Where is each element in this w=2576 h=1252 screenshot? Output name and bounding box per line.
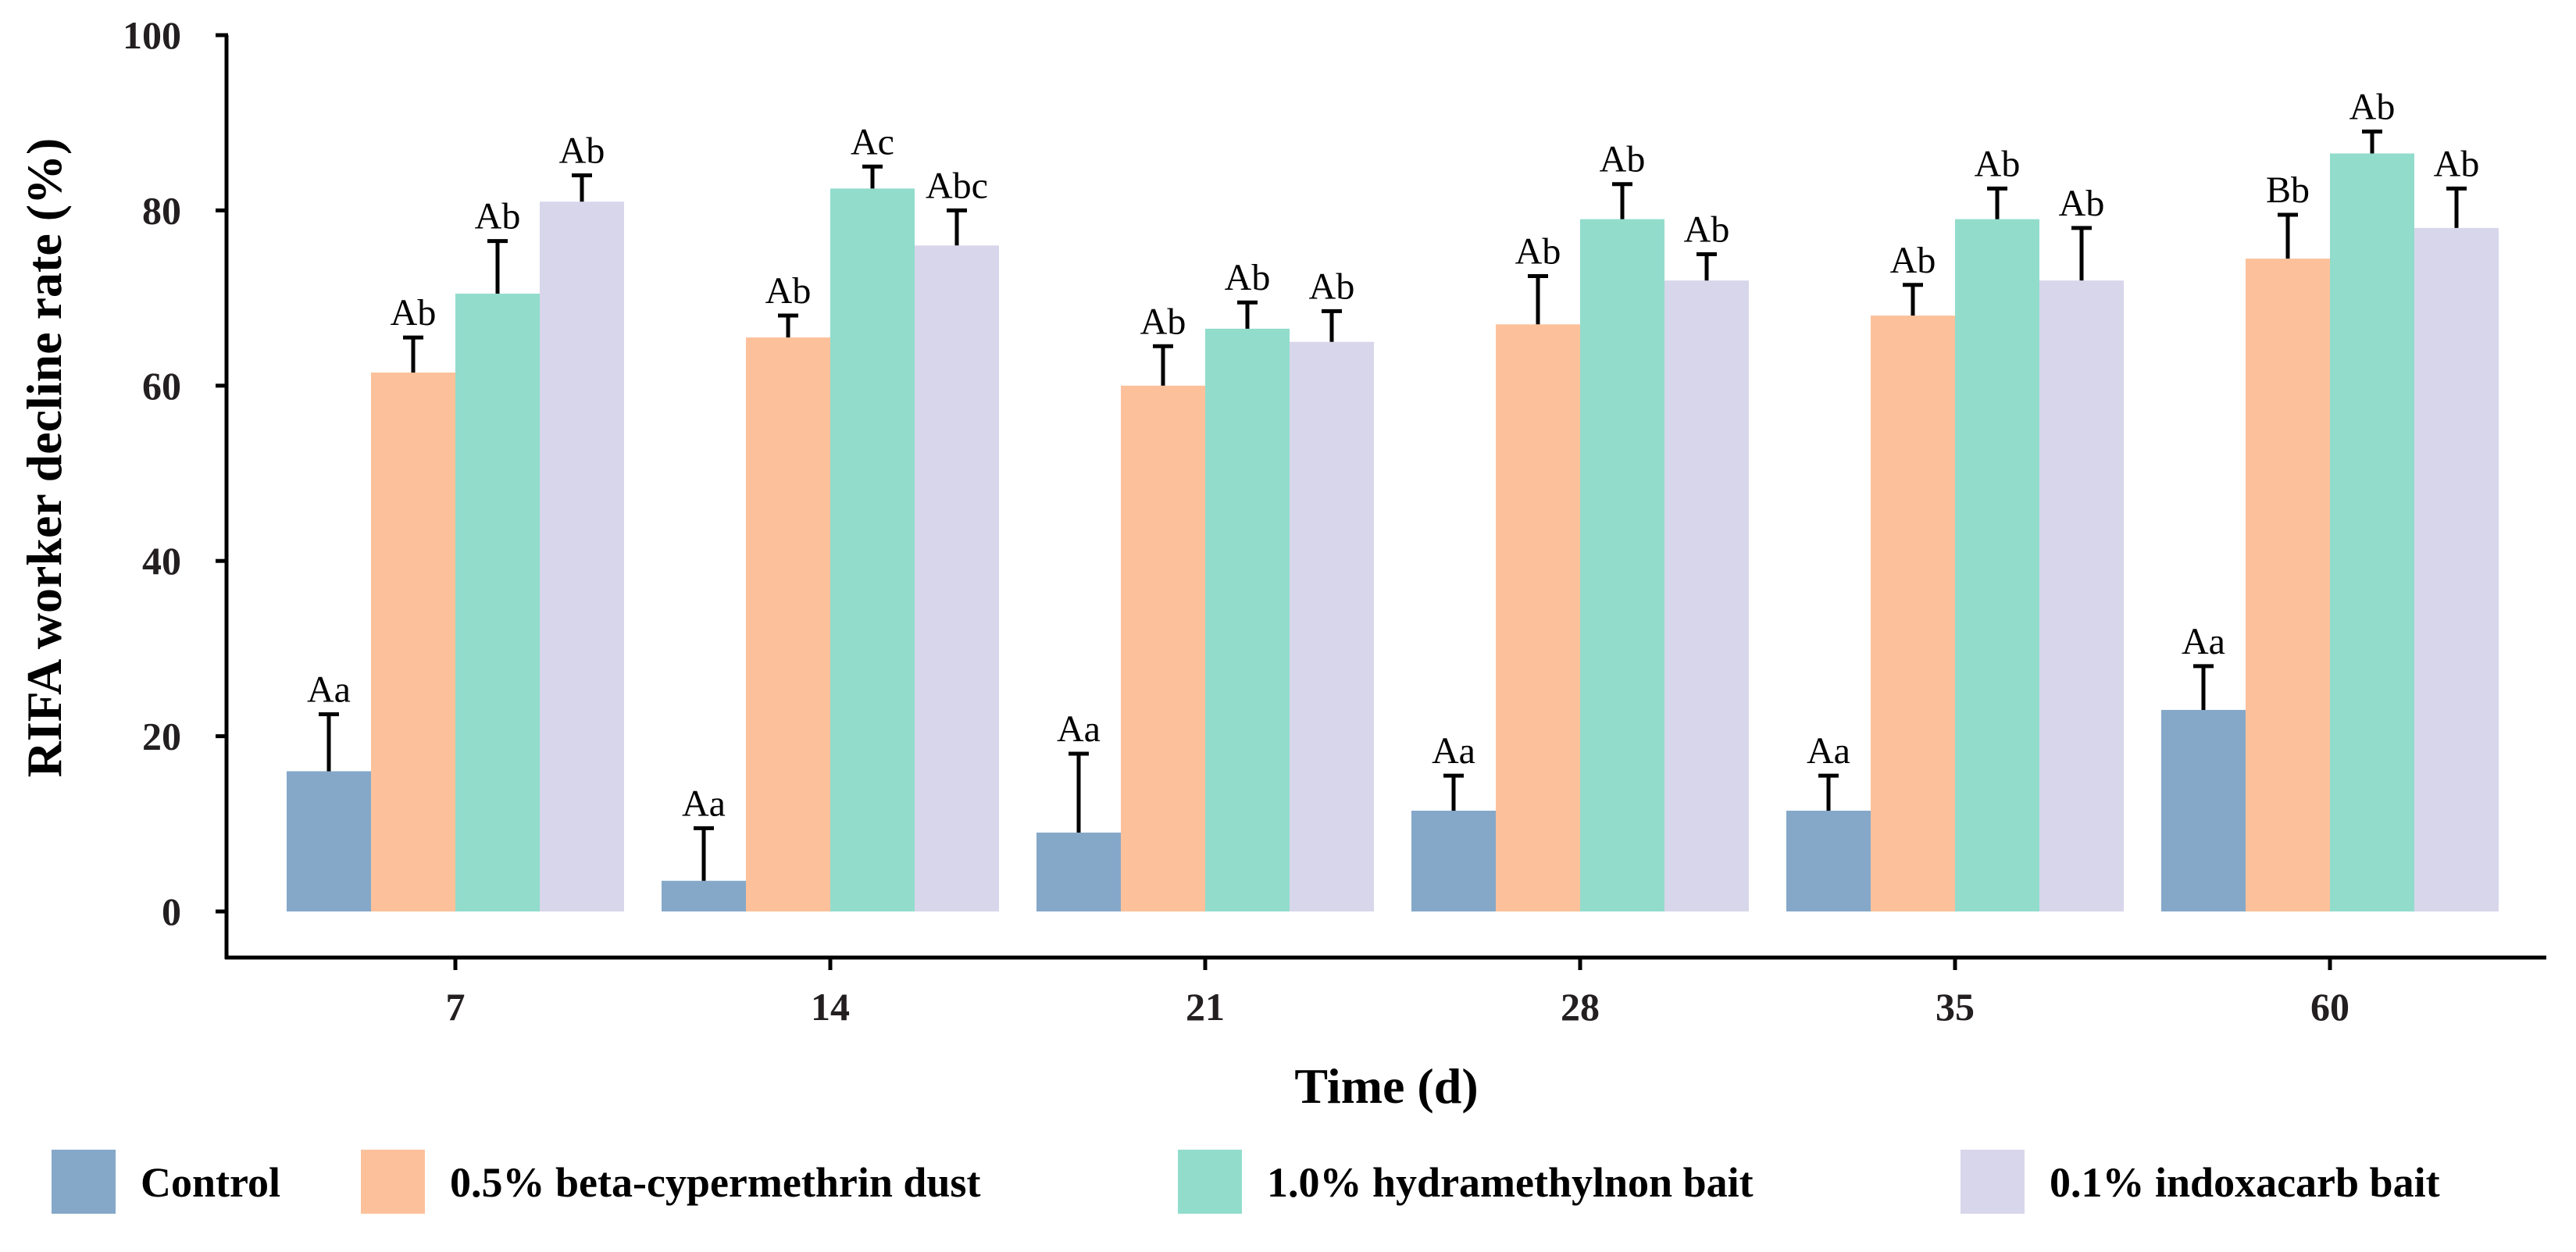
significance-label: Ab	[1890, 240, 1936, 281]
bar	[1664, 280, 1749, 911]
significance-label: Aa	[2182, 621, 2225, 662]
significance-label: Ab	[1225, 257, 1271, 298]
bars-group	[287, 153, 2499, 912]
bar	[1871, 316, 1955, 911]
significance-label: Aa	[307, 669, 351, 711]
significance-label: Bb	[2266, 169, 2310, 211]
bar	[1036, 833, 1121, 911]
significance-label: Ab	[2349, 86, 2396, 127]
significance-label: Abc	[926, 165, 988, 206]
significance-label: Aa	[1432, 730, 1475, 772]
legend-swatch	[1961, 1150, 2025, 1214]
bar	[287, 771, 371, 911]
bar	[662, 880, 746, 911]
y-ticks-group: 0 20 40 60 80 100	[123, 13, 228, 933]
x-axis-title: Time (d)	[1294, 1058, 1478, 1114]
axes-group	[224, 35, 2546, 960]
bar	[915, 245, 999, 911]
significance-label: Ab	[559, 130, 605, 172]
significance-label: Ab	[1140, 301, 1186, 342]
legend-label: 0.5% beta-cypermethrin dust	[450, 1159, 980, 1206]
significance-label: Ab	[475, 196, 521, 237]
bar	[1205, 328, 1290, 911]
significance-label: Ab	[1975, 143, 2021, 184]
x-tick-label: 28	[1561, 985, 1600, 1029]
bar	[455, 293, 540, 911]
y-axis-title: RIFA worker decline rate (%)	[16, 138, 72, 778]
legend: Control 0.5% beta-cypermethrin dust 1.0% h…	[52, 1150, 2440, 1214]
bar	[2246, 259, 2330, 911]
bar	[2330, 153, 2414, 912]
y-tick-label: 80	[142, 188, 181, 232]
bar	[830, 188, 915, 912]
legend-item: 0.5% beta-cypermethrin dust	[361, 1150, 980, 1214]
significance-label: Ab	[1309, 266, 1355, 307]
y-tick-label: 100	[123, 13, 181, 57]
x-tick-label: 7	[446, 985, 466, 1029]
x-tick-label: 21	[1186, 985, 1225, 1029]
significance-label: Ac	[851, 121, 894, 162]
significance-label: Ab	[391, 292, 437, 334]
legend-label: 1.0% hydramethylnon bait	[1267, 1159, 1754, 1206]
bar	[746, 337, 830, 912]
bar	[2161, 709, 2246, 911]
x-tick-label: 14	[811, 985, 850, 1029]
x-ticks-group: 7 14 21 28 35 60	[446, 958, 2349, 1029]
significance-labels-group: Aa Ab Ab Ab Aa Ab Ac Abc Aa Ab Ab Ab Aa Ab Ab Ab Aa Ab Ab A…	[307, 86, 2479, 824]
bar	[371, 372, 455, 912]
y-tick-label: 0	[162, 890, 181, 933]
significance-label: Aa	[1057, 708, 1101, 750]
bar	[2414, 227, 2499, 912]
bar	[1786, 810, 1871, 911]
legend-item: 1.0% hydramethylnon bait	[1178, 1150, 1754, 1214]
legend-item: Control	[52, 1150, 280, 1214]
x-tick-label: 35	[1936, 985, 1975, 1029]
bar	[1121, 385, 1205, 911]
significance-label: Aa	[682, 783, 726, 824]
y-tick-label: 20	[142, 715, 181, 758]
significance-label: Ab	[2059, 183, 2105, 224]
bar	[1411, 810, 1496, 911]
legend-swatch	[52, 1150, 116, 1214]
y-tick-label: 60	[142, 364, 181, 408]
significance-label: Ab	[1600, 139, 1646, 180]
legend-swatch	[361, 1150, 425, 1214]
legend-swatch	[1178, 1150, 1242, 1214]
significance-label: Aa	[1807, 730, 1850, 772]
significance-label: Ab	[1684, 209, 1730, 251]
bar	[540, 202, 624, 911]
significance-label: Ab	[765, 270, 812, 312]
bar	[1496, 324, 1580, 911]
y-tick-label: 40	[142, 539, 181, 583]
bar	[1580, 219, 1664, 911]
legend-label: 0.1% indoxacarb bait	[2050, 1159, 2440, 1206]
error-bars-group	[319, 129, 2467, 881]
bar	[2039, 280, 2124, 911]
bar	[1290, 341, 1374, 911]
legend-label: Control	[141, 1159, 280, 1206]
x-tick-label: 60	[2310, 985, 2349, 1029]
significance-label: Ab	[2434, 143, 2480, 184]
significance-label: Ab	[1515, 231, 1561, 273]
legend-item: 0.1% indoxacarb bait	[1961, 1150, 2440, 1214]
bar	[1955, 219, 2039, 911]
